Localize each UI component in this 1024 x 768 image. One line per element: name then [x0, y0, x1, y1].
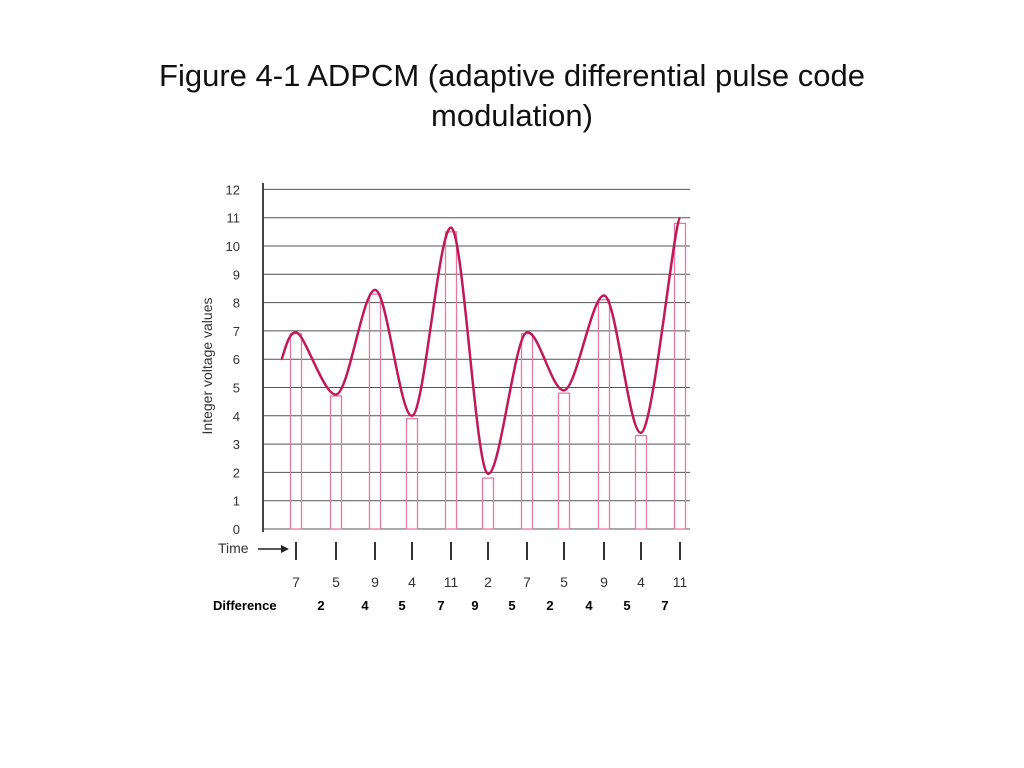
grid-lines — [263, 188, 690, 530]
difference-value: 5 — [508, 598, 515, 613]
sample-bar — [557, 392, 571, 530]
sample-bar — [368, 293, 382, 530]
slide-title-line-2: modulation) — [431, 98, 593, 133]
sample-value-label: 4 — [408, 574, 416, 590]
time-ticks — [295, 542, 681, 560]
difference-value: 7 — [437, 598, 444, 613]
y-axis-title: Integer voltage values — [199, 298, 215, 435]
difference-value: 4 — [361, 598, 369, 613]
sample-value-label: 9 — [600, 574, 608, 590]
sample-value-label: 2 — [484, 574, 492, 590]
difference-value: 5 — [623, 598, 630, 613]
y-tick-label: 11 — [227, 211, 241, 226]
sample-bar — [405, 417, 419, 530]
difference-value: 4 — [585, 598, 593, 613]
sample-value-label: 5 — [332, 574, 340, 590]
sample-bar — [444, 231, 458, 530]
difference-value: 2 — [546, 598, 553, 613]
sample-bar — [289, 333, 303, 530]
difference-value: 5 — [398, 598, 405, 613]
sample-bar — [329, 395, 343, 530]
sample-value-label: 5 — [560, 574, 568, 590]
sample-bars — [289, 222, 687, 530]
sample-value-label: 11 — [444, 574, 459, 590]
sample-bar — [597, 299, 611, 530]
x-axis-title: Time — [218, 540, 249, 556]
sample-value-label: 7 — [292, 574, 300, 590]
difference-label: Difference — [213, 598, 277, 613]
y-tick-label: 4 — [233, 409, 240, 424]
y-tick-label: 3 — [233, 437, 240, 452]
y-tick-label: 2 — [233, 465, 240, 480]
sample-value-label: 7 — [523, 574, 531, 590]
difference-values: 2 4 5 7 9 5 2 4 5 7 — [317, 598, 668, 613]
sample-value-labels: 7 5 9 4 11 2 7 5 9 4 11 — [292, 574, 687, 590]
sample-bar — [634, 434, 648, 530]
y-tick-label: 1 — [233, 494, 240, 509]
sample-value-label: 11 — [673, 574, 688, 590]
y-tick-label: 10 — [226, 239, 240, 254]
difference-value: 7 — [661, 598, 668, 613]
slide-title: Figure 4-1 ADPCM (adaptive differential … — [60, 56, 964, 136]
sample-bar — [481, 477, 495, 530]
sample-value-label: 4 — [637, 574, 645, 590]
y-tick-label: 5 — [233, 381, 240, 396]
y-tick-label: 8 — [233, 296, 240, 311]
difference-value: 9 — [471, 598, 478, 613]
sample-bar — [520, 333, 534, 530]
y-tick-label: 7 — [233, 324, 240, 339]
slide-title-line-1: Figure 4-1 ADPCM (adaptive differential … — [159, 58, 865, 93]
y-tick-label: 12 — [226, 182, 240, 197]
difference-value: 2 — [317, 598, 324, 613]
time-arrow — [258, 545, 289, 553]
sample-value-label: 9 — [371, 574, 379, 590]
y-tick-label: 0 — [233, 522, 240, 537]
waveform-line — [279, 216, 682, 476]
y-tick-label: 9 — [233, 267, 240, 282]
y-tick-label: 6 — [233, 352, 240, 367]
sample-bar — [673, 222, 687, 530]
